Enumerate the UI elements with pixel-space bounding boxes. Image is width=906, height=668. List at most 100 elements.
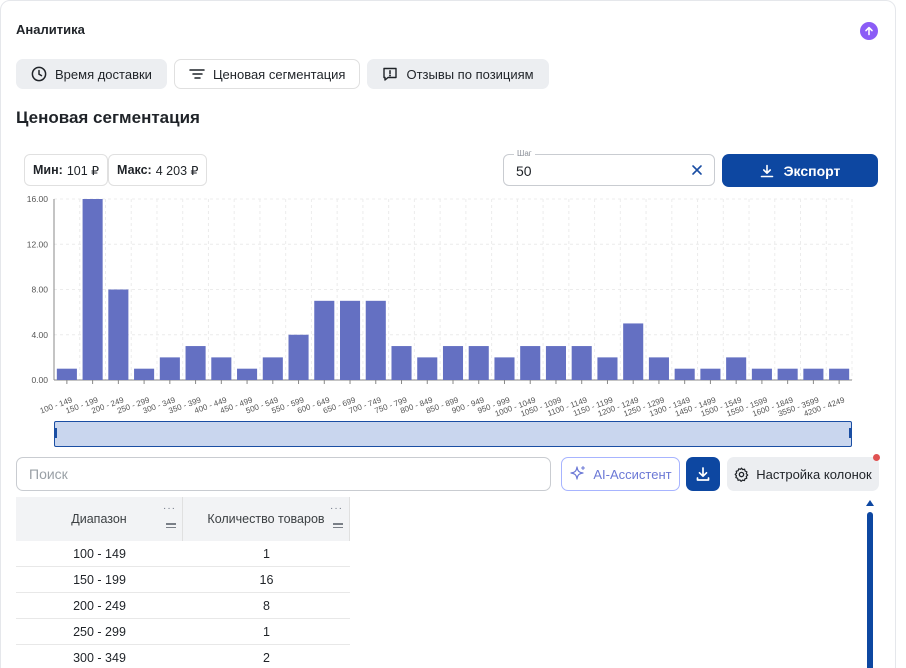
max-value: 4 203 ₽ xyxy=(155,163,199,178)
section-title: Ценовая сегментация xyxy=(16,108,200,127)
table-row[interactable]: 200 - 249 8 xyxy=(16,593,350,619)
max-label: Макс: xyxy=(117,163,152,177)
histogram-bar xyxy=(314,300,335,380)
scroll-up-arrow[interactable] xyxy=(866,500,874,506)
results-table: Диапазон ··· Количество товаров ··· 100 … xyxy=(16,497,880,668)
collapse-button[interactable] xyxy=(860,22,878,40)
export-button[interactable]: Экспорт xyxy=(722,154,878,187)
histogram-bar xyxy=(700,368,721,380)
search-input[interactable] xyxy=(16,457,551,491)
cell-count: 1 xyxy=(263,547,270,561)
histogram-bar xyxy=(648,357,669,380)
clock-icon xyxy=(31,66,47,82)
cell-range: 300 - 349 xyxy=(73,651,126,665)
table-row[interactable]: 300 - 349 2 xyxy=(16,645,350,668)
histogram-bar xyxy=(185,346,206,380)
download-icon xyxy=(760,164,773,177)
min-price-badge: Мин: 101 ₽ xyxy=(24,154,109,186)
sparkle-icon xyxy=(570,465,586,480)
cell-range: 200 - 249 xyxy=(73,599,126,613)
tab-reviews[interactable]: Отзывы по позициям xyxy=(367,59,549,89)
clear-icon[interactable] xyxy=(690,162,704,178)
columns-settings-label: Настройка колонок xyxy=(756,466,872,482)
table-row[interactable]: 100 - 149 1 xyxy=(16,541,350,567)
export-label: Экспорт xyxy=(783,162,841,179)
ai-assistant-label: AI-Ассистент xyxy=(593,466,672,482)
y-tick-label: 12.00 xyxy=(27,239,49,249)
histogram-bar xyxy=(545,346,567,380)
histogram-bar xyxy=(211,357,232,380)
histogram-bar xyxy=(442,346,464,380)
histogram-bar xyxy=(108,289,129,380)
vertical-scrollbar[interactable] xyxy=(866,500,874,668)
tab-label: Отзывы по позициям xyxy=(406,66,534,82)
ai-assistant-button[interactable]: AI-Ассистент xyxy=(561,457,680,491)
y-tick-label: 4.00 xyxy=(31,330,48,340)
review-icon xyxy=(383,67,398,81)
step-value: 50 xyxy=(516,163,532,179)
min-value: 101 ₽ xyxy=(66,163,100,178)
column-filter-icon[interactable] xyxy=(166,523,176,530)
cell-range: 150 - 199 xyxy=(73,573,126,587)
histogram-bar xyxy=(623,323,644,380)
histogram-bar xyxy=(751,368,772,380)
column-header-label: Количество товаров xyxy=(207,512,325,526)
lines-icon xyxy=(189,69,205,79)
scroll-thumb[interactable] xyxy=(867,512,873,668)
histogram-bar xyxy=(56,368,77,380)
histogram-bar xyxy=(520,346,541,380)
column-header-label: Диапазон xyxy=(71,512,127,526)
cell-range: 100 - 149 xyxy=(73,547,126,561)
histogram-bar xyxy=(134,368,155,380)
y-tick-label: 16.00 xyxy=(27,194,49,204)
slider-handle-left[interactable] xyxy=(54,428,57,438)
table-row[interactable]: 250 - 299 1 xyxy=(16,619,350,645)
tab-label: Время доставки xyxy=(55,66,152,82)
column-header-count[interactable]: Количество товаров ··· xyxy=(183,497,350,541)
gear-icon xyxy=(734,467,749,482)
histogram-bar xyxy=(417,357,438,380)
table-row[interactable]: 150 - 199 16 xyxy=(16,567,350,593)
card-title: Аналитика xyxy=(16,22,85,37)
histogram-bar xyxy=(237,368,258,380)
histogram-bar xyxy=(726,357,747,380)
y-tick-label: 8.00 xyxy=(31,285,48,295)
column-menu-icon[interactable]: ··· xyxy=(330,503,343,514)
max-price-badge: Макс: 4 203 ₽ xyxy=(108,154,208,186)
cell-count: 1 xyxy=(263,625,270,639)
tab-price-segmentation[interactable]: Ценовая сегментация xyxy=(173,59,361,89)
histogram-bar xyxy=(262,357,283,380)
cell-range: 250 - 299 xyxy=(73,625,126,639)
notification-dot xyxy=(873,454,880,461)
histogram-bar xyxy=(339,300,361,380)
columns-settings-button[interactable]: Настройка колонок xyxy=(727,457,879,491)
download-button[interactable] xyxy=(686,457,720,491)
cell-count: 8 xyxy=(263,599,270,613)
step-label: Шаг xyxy=(514,149,535,158)
cell-count: 16 xyxy=(259,573,274,587)
column-header-range[interactable]: Диапазон ··· xyxy=(16,497,183,541)
step-field[interactable]: Шаг 50 xyxy=(503,149,715,186)
tab-delivery-time[interactable]: Время доставки xyxy=(16,59,167,89)
histogram-bar xyxy=(674,368,695,380)
arrow-up-icon xyxy=(865,26,873,36)
histogram-bar xyxy=(571,346,592,380)
histogram-bar xyxy=(82,199,103,380)
histogram-bar xyxy=(829,368,850,380)
histogram-bar xyxy=(597,357,618,380)
tab-label: Ценовая сегментация xyxy=(212,66,346,82)
column-menu-icon[interactable]: ··· xyxy=(163,503,176,514)
download-icon xyxy=(696,467,710,481)
histogram-bar xyxy=(391,346,412,380)
range-slider[interactable] xyxy=(54,421,852,447)
y-tick-label: 0.00 xyxy=(31,375,48,385)
histogram-bar xyxy=(777,368,798,380)
histogram-bar xyxy=(494,357,515,380)
histogram-bar xyxy=(803,368,824,380)
histogram-bar xyxy=(365,300,386,380)
column-filter-icon[interactable] xyxy=(333,523,343,530)
histogram-bar xyxy=(159,357,180,380)
slider-handle-right[interactable] xyxy=(849,428,852,438)
